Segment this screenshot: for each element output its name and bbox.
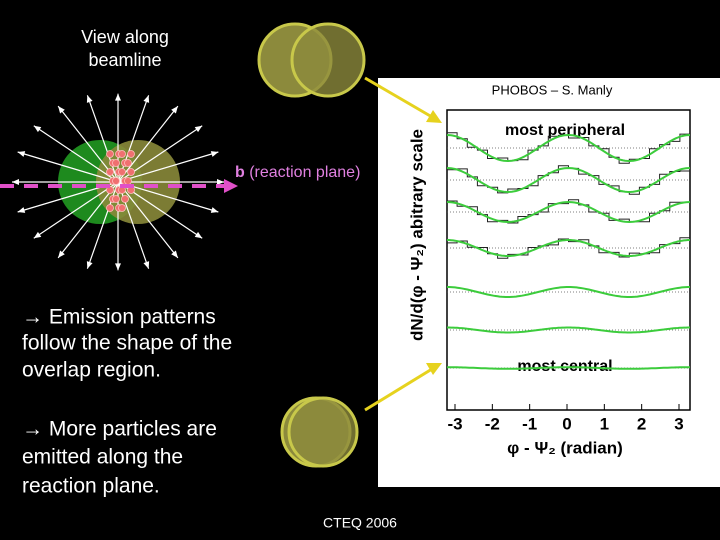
emission-arrowhead [17,151,26,157]
pointer-arrowhead [426,110,442,123]
fit-curve [447,366,690,370]
emission-arrowhead [115,93,121,101]
view-label: View along beamline [81,27,169,70]
emission-arrow [117,105,179,183]
reaction-plane-label: b (reaction plane) [235,164,360,181]
pointer-arrowhead [426,363,442,375]
nucleus [290,22,366,98]
emission-arrowhead [171,106,178,114]
participant [112,195,120,203]
figure-panel: PHOBOS – S. Manly dN/d(φ - Ψ₂) abitrary … [378,78,720,487]
emission-arrowhead [210,151,219,157]
emission-arrowhead [143,95,150,103]
bullet-line: follow the shape of the [22,332,232,355]
emission-arrow [33,125,119,183]
pointer-arrow [364,367,433,412]
x-tick-label: 2 [637,414,646,433]
emission-arrowhead [58,106,65,114]
participant [124,159,132,167]
x-tick-label: -1 [522,414,537,433]
nucleus [287,396,359,468]
emission-arrowhead [194,125,203,133]
plot-frame [446,109,691,411]
emission-arrow [117,181,179,259]
bullet-line: → More particles are [22,418,217,441]
bullet-line: reaction plane. [22,475,160,498]
participant [106,204,114,212]
emission-arrowhead [58,250,65,258]
x-tick-label: 3 [674,414,683,433]
participant [112,159,120,167]
participant [121,195,129,203]
participant [127,168,135,176]
emission-arrowhead [33,231,42,239]
beam-arrowhead [224,179,238,193]
participant [118,204,126,212]
emission-arrowhead [115,263,121,271]
view-label-line: beamline [88,50,161,70]
emission-arrow [117,151,219,183]
participant [112,177,120,185]
participant [106,168,114,176]
fit-curve [447,239,690,257]
emission-arrowhead [217,179,224,185]
emission-arrow [33,181,119,239]
x-axis-label: φ - Ψ₂ (radian) [507,438,623,457]
fit-curve [446,200,691,224]
x-tick-label: -2 [485,414,500,433]
participant [118,168,126,176]
emission-arrow [117,95,150,183]
bullet-line: emitted along the [22,446,183,469]
pointer-arrow [364,76,433,119]
emission-arrow [57,181,119,259]
participant [127,150,135,158]
y-axis-label: dN/d(φ - Ψ₂) abitrary scale [407,129,426,341]
emission-arrowhead [17,207,26,213]
reaction-plane-text: (reaction plane) [245,164,361,181]
emission-arrowhead [86,261,93,269]
participant [118,150,126,158]
emission-arrowhead [171,250,178,258]
b-symbol: b [235,164,245,181]
collision-diagram [0,93,238,271]
fit-curve [447,326,690,334]
emission-arrow [117,181,219,213]
emission-arrowhead [143,261,150,269]
credit: PHOBOS – S. Manly [492,82,613,97]
x-tick-label: 0 [562,414,571,433]
emission-arrowhead [86,95,93,103]
histogram [447,132,690,164]
fit-curve [446,133,691,163]
bullet-line: overlap region. [22,359,161,382]
participant [106,150,114,158]
bullet-line: → Emission patterns [22,306,216,329]
emission-arrowhead [33,125,42,133]
fit-curve [447,286,690,298]
x-tick-label: 1 [600,414,609,433]
top-label: most peripheral [505,122,625,139]
emission-arrowhead [12,179,19,185]
emission-arrow [86,95,119,183]
emission-arrow [17,151,119,183]
participant [124,177,132,185]
footer: CTEQ 2006 [323,515,397,531]
curves [446,132,691,370]
x-ticks: -3 -2 -1 0 1 2 3 [447,404,684,433]
fit-curve [446,166,691,194]
view-label-line: View along [81,27,169,47]
panel-background [378,78,720,487]
emission-arrowhead [210,207,219,213]
x-tick-label: -3 [447,414,462,433]
emission-arrowhead [194,231,203,239]
bullets: → Emission patterns follow the shape of … [22,306,232,498]
